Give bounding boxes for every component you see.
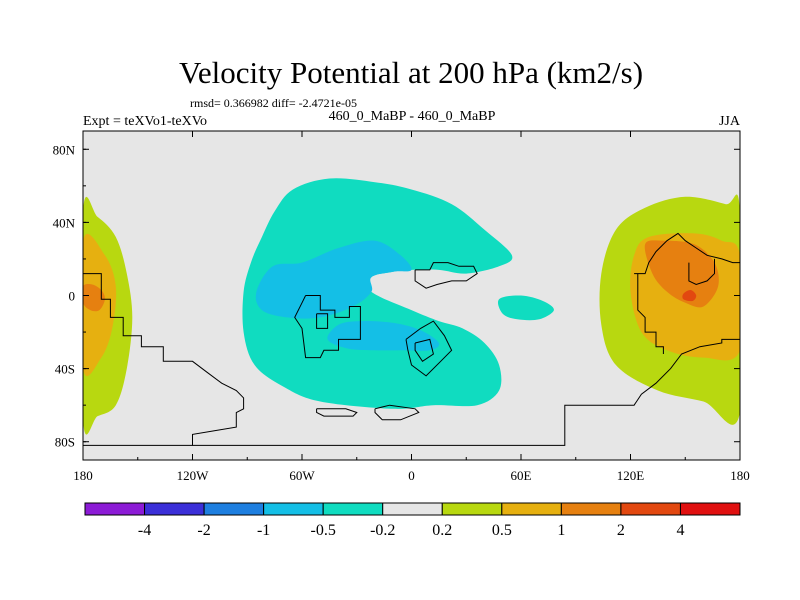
colorbar-label: 0.5	[492, 522, 512, 539]
y-tick-label: 80N	[53, 142, 76, 157]
colorbar: -4 -2 -1 -0.5 -0.2 0.2 0.5 1 2 4	[84, 502, 741, 539]
coastline-african-continent-inner	[414, 338, 434, 362]
contour-region-atlantic-africa-negative	[242, 178, 513, 409]
coastline-central-continent	[294, 295, 361, 359]
colorbar-swatch	[263, 502, 324, 516]
colorbar-label: 1	[557, 522, 565, 539]
colorbar-swatch	[203, 502, 265, 516]
colorbar-swatch	[679, 502, 741, 516]
colorbar-swatch	[441, 502, 503, 516]
colorbar-label: 0.2	[432, 522, 452, 539]
x-tick-label: 120W	[177, 468, 210, 483]
colorbar-swatch	[382, 502, 443, 516]
coastline-western-continent	[83, 273, 245, 446]
coastline-antarctic-and-east-continent	[192, 338, 740, 446]
x-tick-label: 60E	[511, 468, 532, 483]
colorbar-label: 2	[617, 522, 625, 539]
colorbar-label: -0.5	[311, 522, 336, 539]
coastlines	[83, 232, 740, 446]
stats-line: rmsd= 0.366982 diff= -2.4721e-05	[190, 96, 357, 110]
contour-region-west-pacific-peak	[682, 289, 697, 302]
colorbar-label: -4	[138, 522, 151, 539]
x-axis-ticks: 180 120W 60W 0 60E 120E 180	[73, 131, 750, 483]
season-label: JJA	[719, 114, 741, 129]
contour-region-east-pacific-max	[83, 284, 105, 312]
y-tick-label: 40S	[55, 362, 75, 377]
y-tick-label: 80S	[55, 435, 75, 450]
colorbar-label: -0.2	[370, 522, 395, 539]
x-tick-label: 180	[73, 468, 93, 483]
x-tick-label: 60W	[289, 468, 315, 483]
contour-region-south-atlantic-core	[327, 321, 440, 351]
y-tick-label: 0	[69, 289, 76, 304]
colorbar-label: -1	[257, 522, 270, 539]
colorbar-swatch	[620, 502, 681, 516]
contour-region-indian-ocean-negative	[497, 295, 554, 321]
experiment-label: Expt = teXVo1-teXVo	[83, 114, 207, 129]
x-tick-label: 120E	[617, 468, 645, 483]
y-axis-ticks: 80N 40N 0 40S 80S	[53, 142, 740, 450]
coastline-central-continent-inner	[316, 313, 329, 329]
coastline-african-continent	[405, 320, 453, 377]
y-tick-label: 40N	[53, 215, 76, 230]
colorbar-swatch	[322, 502, 384, 516]
colorbar-swatch	[84, 502, 146, 516]
colorbar-swatch	[144, 502, 205, 516]
contour-region-west-pacific-max	[644, 240, 719, 308]
chart-title: Velocity Potential at 200 hPa (km2/s)	[179, 55, 643, 90]
colorbar-label: -2	[197, 522, 210, 539]
x-tick-label: 0	[408, 468, 415, 483]
coastline-east-continent-west-edge	[637, 273, 664, 354]
contour-region-america-atlantic-core	[255, 240, 412, 319]
colorbar-label: 4	[676, 522, 684, 539]
map-panel: 180 120W 60W 0 60E 120E 180 80N 40N 0 40S 80S	[53, 130, 750, 483]
coastline-southern-patch-2	[374, 404, 420, 421]
coastline-southern-patch-1	[316, 408, 358, 417]
colorbar-swatch	[501, 502, 562, 516]
coastline-east-continent-inner	[688, 258, 715, 286]
x-tick-label: 180	[730, 468, 750, 483]
colorbar-swatch	[560, 502, 622, 516]
coastline-eurasian-patch	[414, 262, 478, 289]
coastline-east-continent-north	[634, 232, 740, 275]
contour-regions	[83, 178, 740, 435]
case-label: 460_0_MaBP - 460_0_MaBP	[329, 109, 496, 124]
